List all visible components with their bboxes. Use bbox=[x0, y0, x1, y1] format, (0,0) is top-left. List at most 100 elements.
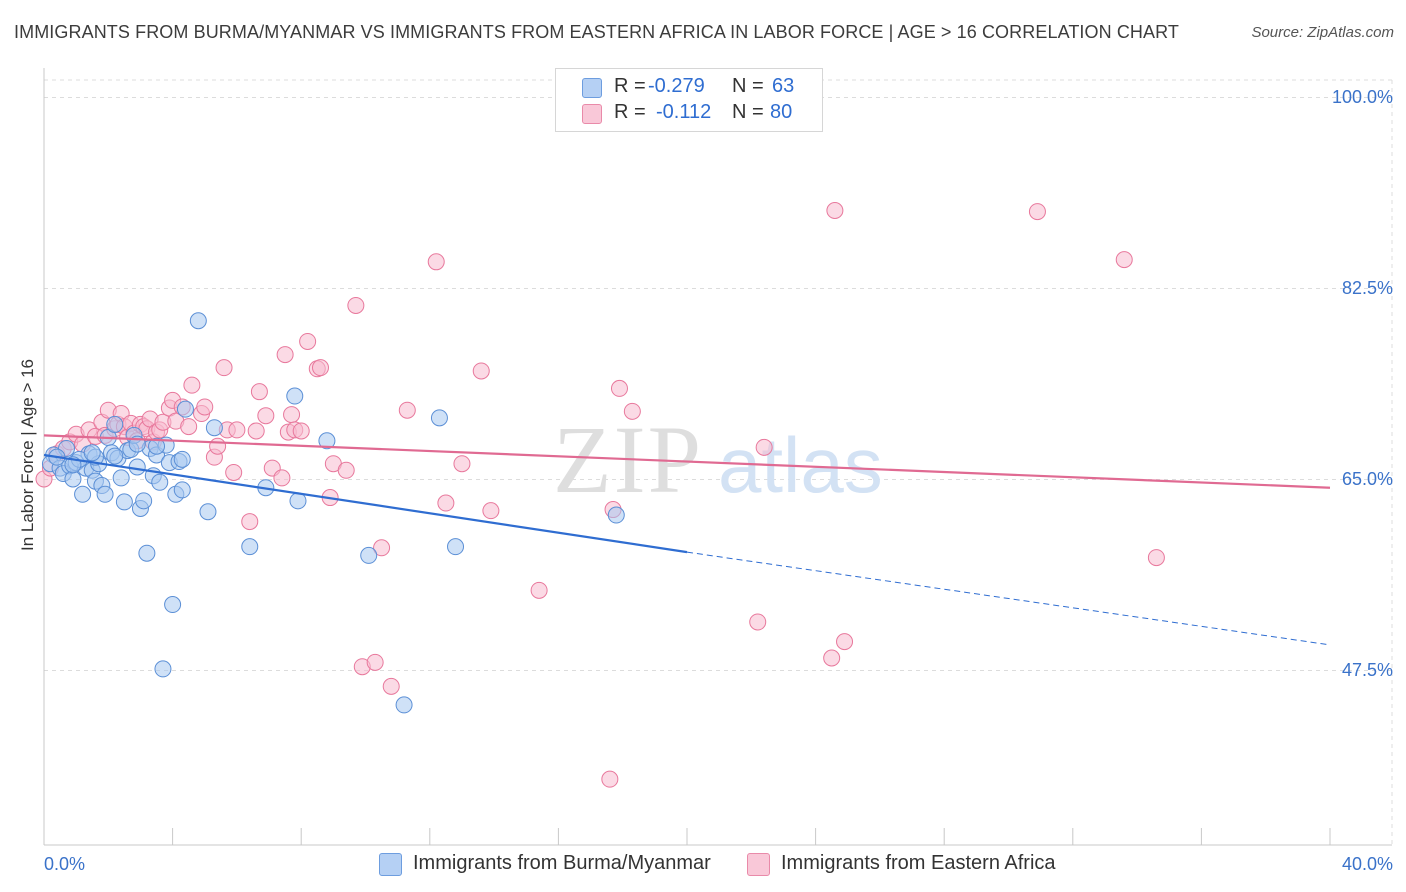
data-point-eastern-africa bbox=[427, 253, 445, 271]
data-point-burma-myanmar bbox=[205, 419, 223, 437]
data-point-burma-myanmar bbox=[96, 485, 114, 503]
data-point-eastern-africa bbox=[247, 422, 265, 440]
data-point-burma-myanmar bbox=[164, 596, 182, 614]
y-tick-label: 47.5% bbox=[1342, 660, 1393, 680]
data-point-eastern-africa bbox=[292, 422, 310, 440]
data-point-eastern-africa bbox=[382, 677, 400, 695]
data-point-eastern-africa bbox=[257, 407, 275, 425]
data-point-burma-myanmar bbox=[138, 544, 156, 562]
data-point-eastern-africa bbox=[241, 513, 259, 531]
data-point-eastern-africa bbox=[180, 418, 198, 436]
data-point-eastern-africa bbox=[398, 401, 416, 419]
data-point-eastern-africa bbox=[1028, 203, 1046, 221]
data-point-burma-myanmar bbox=[395, 696, 413, 714]
data-point-burma-myanmar bbox=[241, 538, 259, 556]
data-point-eastern-africa bbox=[749, 613, 767, 631]
data-point-burma-myanmar bbox=[199, 503, 217, 521]
legend-r-value: -0.112 bbox=[656, 101, 712, 123]
y-tick-label: 65.0% bbox=[1342, 469, 1393, 489]
legend-swatch-blue bbox=[582, 78, 602, 98]
data-point-eastern-africa bbox=[610, 379, 628, 397]
y-tick-label: 82.5% bbox=[1342, 278, 1393, 298]
legend-n-label: N = bbox=[732, 101, 764, 123]
data-point-burma-myanmar bbox=[430, 409, 448, 427]
bottom-legend-swatch-pink bbox=[747, 853, 770, 876]
legend-n-label: N = bbox=[732, 75, 764, 97]
bottom-legend-swatch-blue bbox=[379, 853, 402, 876]
data-point-eastern-africa bbox=[276, 346, 294, 364]
y-tick-label: 100.0% bbox=[1332, 87, 1393, 107]
data-point-burma-myanmar bbox=[176, 400, 194, 418]
data-point-eastern-africa bbox=[472, 362, 490, 380]
data-point-burma-myanmar bbox=[106, 447, 124, 465]
data-point-burma-myanmar bbox=[173, 481, 191, 499]
trend-line-eastern-africa bbox=[43, 434, 1331, 489]
legend-r-value: -0.279 bbox=[648, 75, 705, 97]
data-point-eastern-africa bbox=[373, 539, 391, 557]
data-point-eastern-africa bbox=[299, 332, 317, 350]
watermark: ZIP atlas bbox=[553, 406, 883, 513]
data-point-eastern-africa bbox=[826, 202, 844, 220]
legend: R = -0.279 N = 63 R = -0.112 N = 80 bbox=[555, 68, 823, 132]
data-point-eastern-africa bbox=[283, 406, 301, 424]
data-point-eastern-africa bbox=[755, 438, 773, 456]
x-tick-label: 40.0% bbox=[1342, 854, 1393, 874]
y-axis-label: In Labor Force | Age > 16 bbox=[18, 358, 37, 552]
trend-line-burma-myanmar bbox=[43, 453, 688, 554]
data-point-burma-myanmar bbox=[607, 506, 625, 524]
data-point-burma-myanmar bbox=[151, 473, 169, 491]
chart-source: Source: ZipAtlas.com bbox=[1251, 24, 1394, 41]
series-eastern-africa bbox=[35, 202, 1165, 788]
data-point-burma-myanmar bbox=[64, 470, 82, 488]
data-point-eastern-africa bbox=[530, 581, 548, 599]
data-point-eastern-africa bbox=[250, 383, 268, 401]
data-point-eastern-africa bbox=[366, 653, 384, 671]
data-point-eastern-africa bbox=[209, 437, 227, 455]
data-point-eastern-africa bbox=[1147, 549, 1165, 567]
data-point-burma-myanmar bbox=[360, 546, 378, 564]
data-point-eastern-africa bbox=[347, 296, 365, 314]
bottom-legend-label-burma: Immigrants from Burma/Myanmar bbox=[413, 852, 711, 874]
data-point-burma-myanmar bbox=[135, 492, 153, 510]
data-point-burma-myanmar bbox=[173, 450, 191, 468]
data-point-eastern-africa bbox=[823, 649, 841, 667]
data-point-eastern-africa bbox=[225, 463, 243, 481]
data-point-burma-myanmar bbox=[154, 660, 172, 678]
data-point-eastern-africa bbox=[437, 494, 455, 512]
data-point-burma-myanmar bbox=[83, 444, 101, 462]
legend-n-value: 63 bbox=[772, 75, 795, 97]
data-point-burma-myanmar bbox=[106, 415, 124, 433]
data-point-eastern-africa bbox=[623, 402, 641, 420]
legend-r-label: R = bbox=[614, 101, 646, 123]
data-point-burma-myanmar bbox=[286, 387, 304, 405]
legend-n-value: 80 bbox=[770, 101, 793, 123]
x-tick-label: 0.0% bbox=[44, 854, 85, 874]
series-burma-myanmar bbox=[41, 312, 625, 714]
data-point-eastern-africa bbox=[1115, 251, 1133, 269]
data-point-eastern-africa bbox=[482, 502, 500, 520]
data-point-eastern-africa bbox=[836, 633, 854, 651]
data-point-burma-myanmar bbox=[115, 493, 133, 511]
data-point-eastern-africa bbox=[273, 469, 291, 487]
data-point-burma-myanmar bbox=[74, 485, 92, 503]
data-point-eastern-africa bbox=[196, 398, 214, 416]
watermark-atlas: atlas bbox=[718, 421, 883, 509]
legend-swatch-pink bbox=[582, 104, 602, 124]
data-point-eastern-africa bbox=[453, 455, 471, 473]
data-point-burma-myanmar bbox=[112, 469, 130, 487]
trend-line-burma-myanmar-extension bbox=[686, 551, 1331, 646]
data-point-burma-myanmar bbox=[189, 312, 207, 330]
data-point-burma-myanmar bbox=[148, 437, 166, 455]
bottom-legend-label-eastern-africa: Immigrants from Eastern Africa bbox=[781, 852, 1056, 874]
data-point-eastern-africa bbox=[228, 421, 246, 439]
data-point-eastern-africa bbox=[183, 376, 201, 394]
legend-r-label: R = bbox=[614, 75, 646, 97]
data-point-burma-myanmar bbox=[318, 432, 336, 450]
data-point-burma-myanmar bbox=[128, 458, 146, 476]
data-point-eastern-africa bbox=[311, 359, 329, 377]
data-point-eastern-africa bbox=[601, 770, 619, 788]
data-point-eastern-africa bbox=[337, 461, 355, 479]
data-point-eastern-africa bbox=[215, 359, 233, 377]
chart-title: IMMIGRANTS FROM BURMA/MYANMAR VS IMMIGRA… bbox=[14, 22, 1180, 42]
